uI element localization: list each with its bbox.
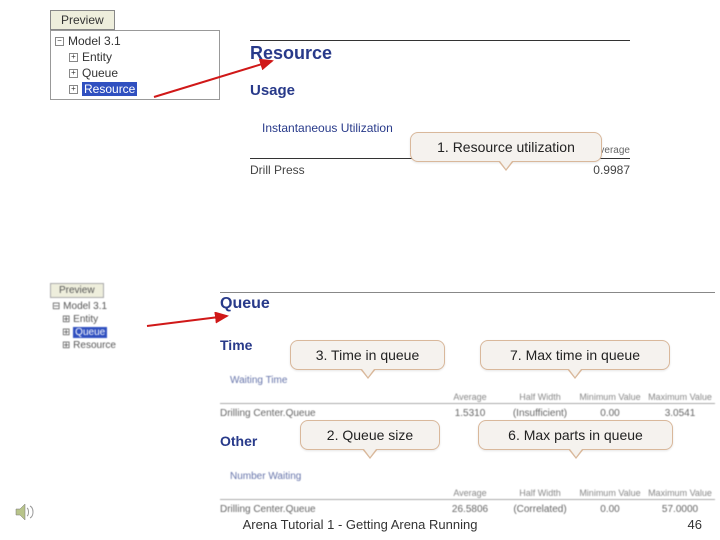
row-value: 0.9987 [570, 163, 630, 177]
expand-icon[interactable]: + [69, 69, 78, 78]
data-row-blur: Drilling Center.Queue 26.5806 (Correlate… [220, 504, 715, 515]
row-name: Drill Press [250, 163, 570, 177]
tree-root[interactable]: −Model 3.1 [51, 33, 219, 49]
callout-max-parts-queue: 6. Max parts in queue [478, 420, 673, 450]
expand-icon[interactable]: + [69, 53, 78, 62]
tree-item-label: Queue [82, 66, 118, 80]
queue-report: Queue Time Waiting Time Average Half Wid… [220, 292, 715, 515]
callout-resource-utilization: 1. Resource utilization [410, 132, 602, 162]
footer-text: Arena Tutorial 1 - Getting Arena Running [0, 517, 720, 532]
data-row-blur: Drilling Center.Queue 1.5310 (Insufficie… [220, 408, 715, 419]
column-headers: Average Half Width Minimum Value Maximum… [220, 392, 715, 404]
callout-max-time-queue: 7. Max time in queue [480, 340, 670, 370]
number-waiting-metric: Number Waiting [230, 471, 715, 482]
expand-icon[interactable]: + [69, 85, 78, 94]
preview-tab-blur[interactable]: Preview [50, 283, 104, 298]
callout-queue-size: 2. Queue size [300, 420, 440, 450]
report-section: Usage [250, 82, 630, 99]
column-headers: Average Half Width Minimum Value Maximum… [220, 488, 715, 500]
tree-root-label: Model 3.1 [68, 34, 121, 48]
top-screenshot: Preview −Model 3.1 + Entity + Queue + Resou… [50, 10, 580, 240]
tree-item-selected: Resource [82, 82, 137, 96]
queue-title: Queue [220, 292, 715, 313]
collapse-icon[interactable]: − [55, 37, 64, 46]
tree-item-label: Entity [82, 50, 112, 64]
waiting-time-metric: Waiting Time [230, 375, 715, 386]
slide-number: 46 [688, 517, 702, 532]
callout-time-in-queue: 3. Time in queue [290, 340, 445, 370]
data-row: Drill Press 0.9987 [250, 163, 630, 177]
preview-tab[interactable]: Preview [50, 10, 115, 30]
report-title: Resource [250, 40, 630, 64]
